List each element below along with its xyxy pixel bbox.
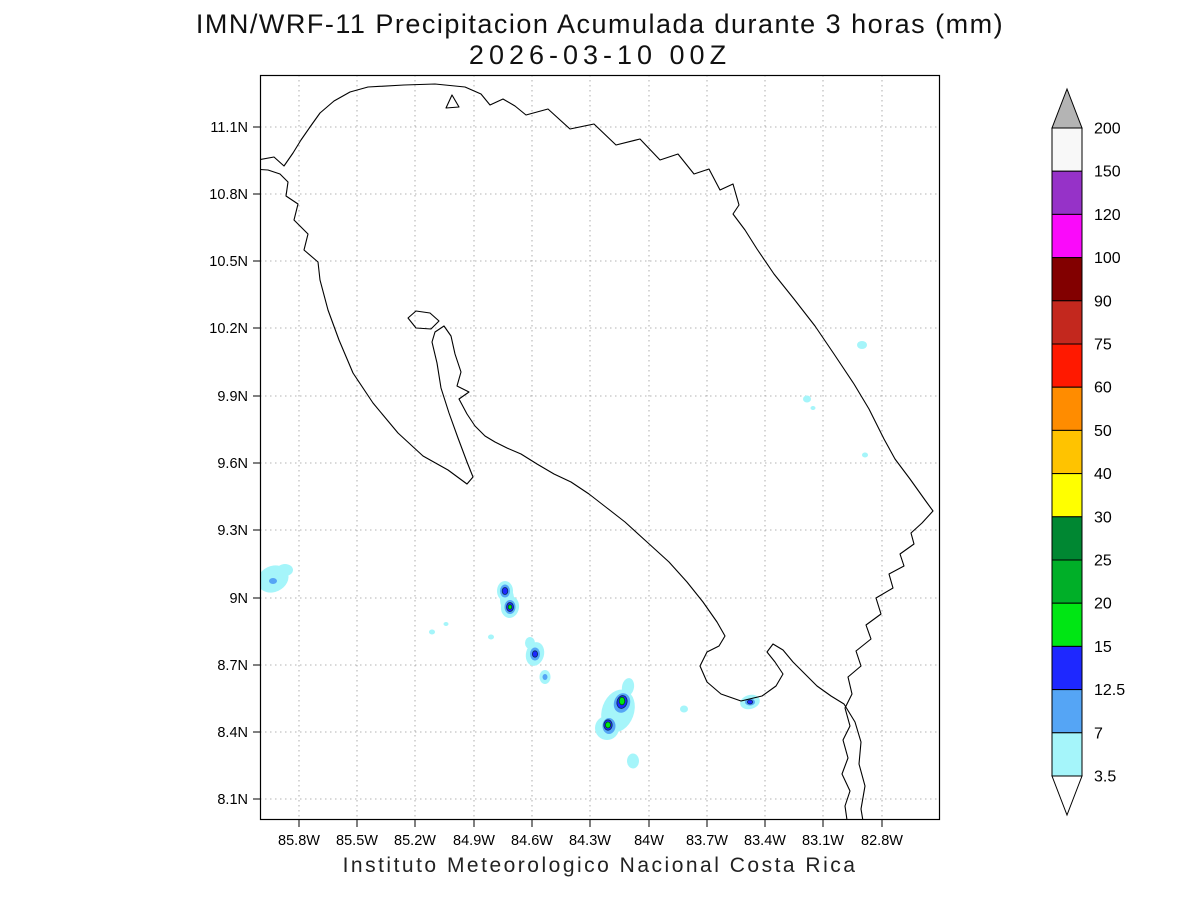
colorbar-segment — [1051, 170, 1083, 215]
colorbar-label: 90 — [1094, 293, 1112, 310]
colorbar-bottom-arrow — [1051, 775, 1083, 817]
colorbar-label: 120 — [1094, 207, 1121, 224]
plot-frame — [259, 74, 941, 821]
precip-cell — [862, 452, 868, 458]
precip-cell — [746, 699, 753, 705]
precip-cell — [680, 705, 688, 713]
precip-cell — [542, 674, 548, 680]
colorbar-label: 7 — [1094, 725, 1103, 742]
colorbar-segment — [1051, 213, 1083, 259]
precip-cell — [627, 753, 639, 769]
colorbar-segment — [1051, 386, 1083, 431]
colorbar-label: 75 — [1094, 337, 1112, 354]
colorbar-segment — [1051, 343, 1083, 388]
colorbar-segment — [1051, 300, 1083, 345]
x-axis-label: 84.3W — [569, 833, 611, 849]
precip-cell — [810, 406, 816, 410]
y-axis-label: 10.5N — [209, 254, 248, 270]
x-axis-label: 84.6W — [511, 833, 553, 849]
y-axis-label: 9.3N — [217, 523, 248, 539]
coastline — [260, 83, 934, 820]
precip-cell — [531, 650, 538, 658]
x-axis-label: 83.7W — [686, 833, 728, 849]
colorbar: 200 150 120 100 90 75 60 50 40 30 25 20 15 12.5 7 3.5 — [1051, 87, 1125, 817]
y-axis-label: 9.6N — [217, 456, 248, 472]
precip-cell — [269, 578, 277, 584]
x-axis-label: 85.2W — [394, 833, 436, 849]
x-axis-label: 85.5W — [336, 833, 378, 849]
y-axis-label: 9.9N — [217, 389, 248, 405]
coastline — [407, 310, 440, 330]
coastline — [260, 168, 866, 820]
precip-cell — [604, 721, 611, 729]
coastline — [445, 94, 460, 109]
y-axis-label: 8.1N — [217, 792, 248, 808]
map-plot-area: 85.8W 85.5W 85.2W 84.9W 84.6W 84.3W 84W 83.7W 83… — [209, 74, 941, 849]
map-svg: 85.8W 85.5W 85.2W 84.9W 84.6W 84.3W 84W 83.7W 83… — [209, 74, 941, 849]
colorbar-label: 15 — [1094, 639, 1112, 656]
colorbar-label: 40 — [1094, 466, 1112, 483]
colorbar-label: 20 — [1094, 596, 1112, 613]
y-axis-label: 9N — [229, 591, 248, 607]
precip-cell — [277, 564, 293, 576]
precip-cell — [621, 678, 635, 696]
colorbar-segment — [1051, 689, 1083, 734]
precip-cell — [501, 587, 509, 595]
colorbar-label: 30 — [1094, 509, 1112, 526]
colorbar-label: 60 — [1094, 380, 1112, 397]
colorbar-segment — [1051, 645, 1083, 691]
precip-cell — [507, 604, 513, 610]
colorbar-segment — [1051, 257, 1083, 302]
y-axis-label: 8.4N — [217, 725, 248, 741]
colorbar-label: 3.5 — [1094, 769, 1116, 786]
x-axis-label: 84.9W — [453, 833, 495, 849]
colorbar-label: 150 — [1094, 164, 1121, 181]
x-axis-label: 84W — [634, 833, 664, 849]
colorbar-label: 200 — [1094, 121, 1121, 138]
chart-subtitle: 2026-03-10 00Z — [468, 40, 732, 70]
x-axis-label: 85.8W — [278, 833, 320, 849]
precip-cell — [618, 696, 626, 706]
precip-cell — [857, 341, 867, 349]
colorbar-segment — [1051, 516, 1083, 561]
colorbar-segment — [1051, 732, 1083, 777]
y-axis-label: 10.8N — [209, 187, 248, 203]
y-axis-label: 8.7N — [217, 658, 248, 674]
colorbar-segment — [1051, 127, 1083, 172]
footer-caption: Instituto Meteorologico Nacional Costa R… — [342, 854, 858, 877]
colorbar-label: 50 — [1094, 423, 1112, 440]
colorbar-segment — [1051, 559, 1083, 604]
x-axis-label: 82.8W — [861, 833, 903, 849]
colorbar-label: 25 — [1094, 553, 1112, 570]
precip-cell — [525, 637, 535, 649]
y-axis-label: 10.2N — [209, 321, 248, 337]
colorbar-segment — [1051, 429, 1083, 475]
colorbar-top-arrow — [1051, 87, 1083, 129]
colorbar-segment — [1051, 602, 1083, 647]
colorbar-label: 12.5 — [1094, 682, 1125, 699]
precip-cell — [803, 395, 811, 403]
x-axis-label: 83.1W — [802, 833, 844, 849]
chart-title: IMN/WRF-11 Precipitacion Acumulada duran… — [195, 9, 1005, 39]
precip-cell — [443, 622, 449, 626]
x-axis-label: 83.4W — [744, 833, 786, 849]
map-clip-group — [260, 75, 940, 820]
precip-cell — [429, 629, 435, 635]
colorbar-segment — [1051, 473, 1083, 518]
colorbar-label: 100 — [1094, 250, 1121, 267]
precip-cell — [488, 634, 494, 640]
y-axis-label: 11.1N — [210, 120, 248, 136]
